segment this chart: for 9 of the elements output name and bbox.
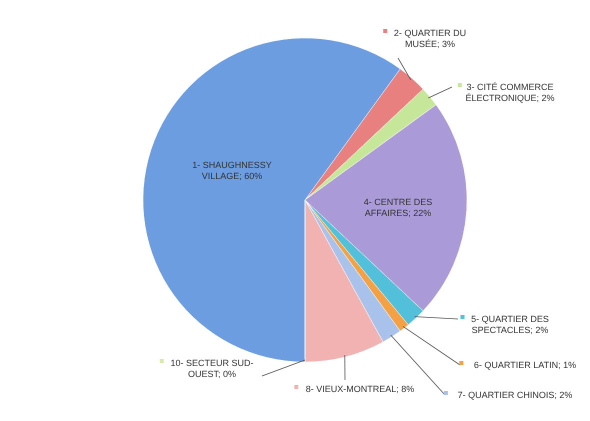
slice-label: 1- SHAUGHNESSY VILLAGE; 60% [192, 160, 272, 181]
legend-label: 7- QUARTIER CHINOIS; 2% [458, 390, 572, 400]
legend-label: 10- SECTEUR SUD-OUEST; 0% [170, 358, 254, 379]
legend-label: 2- QUARTIER DU MUSÉE; 3% [394, 28, 466, 49]
slice-label: 4- CENTRE DES AFFAIRES; 22% [364, 197, 432, 218]
legend-label: 6- QUARTIER LATIN; 1% [474, 360, 576, 370]
legend-label: 3- CITÉ COMMERCE ÉLECTRONIQUE; 2% [465, 82, 555, 103]
legend-label: 5- QUARTIER DES SPECTACLES; 2% [471, 314, 549, 335]
legend-label: 8- VIEUX-MONTREAL; 8% [306, 384, 414, 394]
